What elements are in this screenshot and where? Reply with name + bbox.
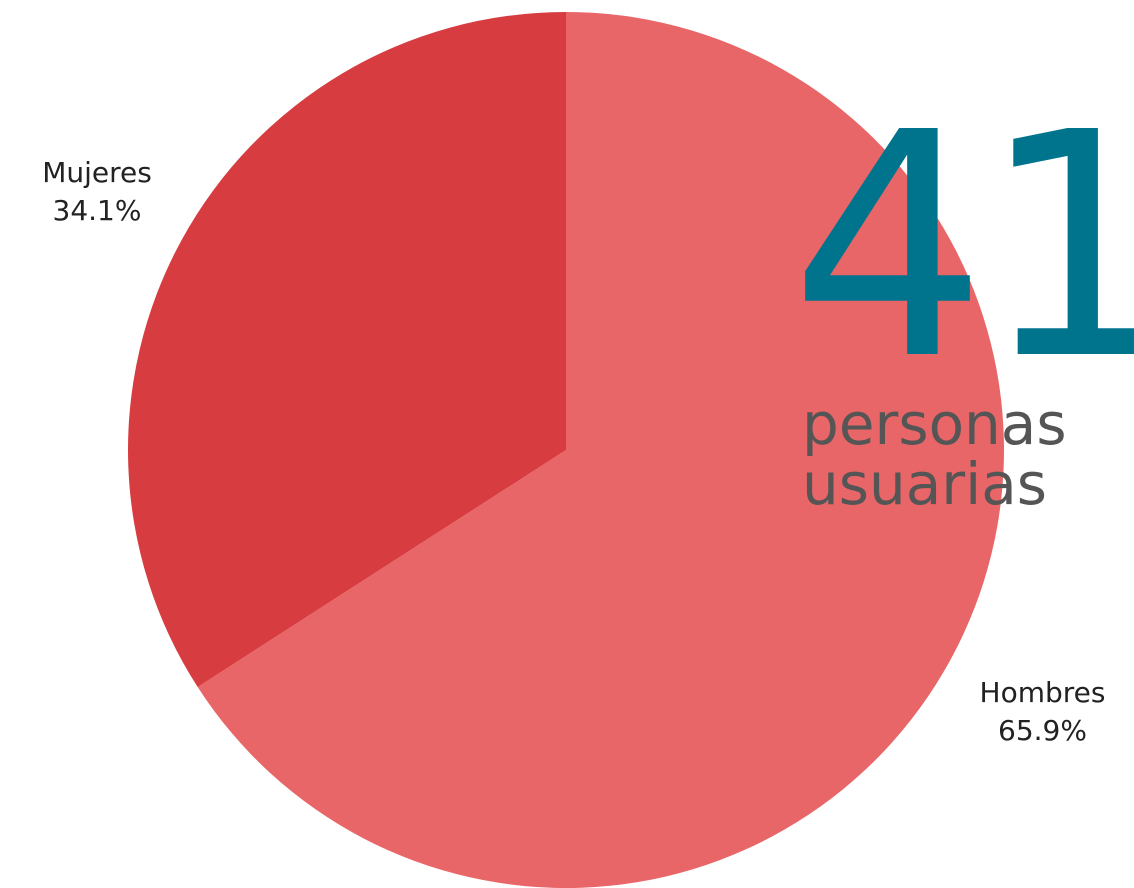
- pie-slice-mujeres: [128, 12, 566, 688]
- mujeres-label-name: Mujeres: [42, 156, 152, 189]
- user-count-caption: personas usuarias: [802, 394, 1067, 514]
- hombres-data-label: Hombres 65.9%: [955, 674, 1130, 750]
- pie-slice-hombres: [197, 12, 1004, 888]
- caption-line-1: personas: [802, 390, 1067, 458]
- mujeres-label-value: 34.1%: [52, 194, 142, 227]
- caption-line-2: usuarias: [802, 450, 1047, 518]
- mujeres-data-label: Mujeres 34.1%: [22, 154, 172, 230]
- hombres-label-name: Hombres: [979, 676, 1106, 709]
- hombres-label-value: 65.9%: [998, 714, 1087, 747]
- user-count-number: 41: [790, 67, 1134, 428]
